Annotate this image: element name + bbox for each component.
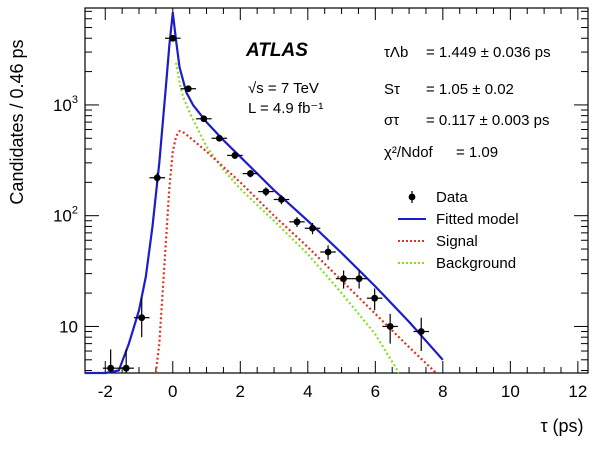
data-point: [371, 294, 379, 302]
data-point: [278, 196, 285, 203]
y-tick-label: 102: [53, 205, 78, 226]
fit-value-lifetime: = 1.449 ± 0.036 ps: [426, 44, 551, 61]
data-point: [262, 188, 270, 196]
x-axis-title: τ (ps): [540, 416, 583, 436]
data-point: [122, 364, 130, 372]
data-point: [215, 134, 223, 142]
energy-label: √s = 7 TeV: [248, 80, 319, 97]
tick-label-layer: -2 0 2 4 6 8 10 12 10 102 103: [53, 94, 587, 401]
fit-results: τΛb = 1.449 ± 0.036 ps Sτ = 1.05 ± 0.02 …: [384, 44, 551, 161]
y-tick-label: 103: [53, 94, 78, 115]
x-tick-label: -2: [98, 382, 113, 401]
data-point: [293, 218, 301, 226]
x-tick-label: 0: [168, 382, 177, 401]
data-point: [355, 275, 363, 283]
y-axis-title: Candidates / 0.46 ps: [7, 39, 27, 204]
data-point: [231, 152, 239, 159]
x-tick-label: 12: [568, 382, 587, 401]
data-point: [107, 364, 115, 372]
data-point: [184, 85, 192, 93]
fit-value-chi2: = 1.09: [456, 144, 498, 161]
experiment-label: ATLAS: [245, 40, 308, 61]
data-point: [309, 224, 316, 232]
y-tick-exponent: 2: [72, 205, 78, 217]
x-tick-label: 2: [236, 382, 245, 401]
x-tick-label: 10: [501, 382, 520, 401]
data-point: [169, 34, 177, 42]
signal-curve: [154, 130, 437, 374]
legend-label-fitted: Fitted model: [436, 211, 519, 228]
data-point: [324, 248, 332, 256]
plot-frame: [84, 7, 589, 374]
data-point: [153, 174, 161, 182]
legend-label-data: Data: [436, 189, 468, 206]
data-point: [200, 115, 208, 123]
data-point: [340, 275, 347, 283]
legend-label-signal: Signal: [436, 233, 478, 250]
fit-symbol-chi2: χ²/Ndof: [384, 144, 434, 161]
data-point-layer: [102, 34, 429, 373]
y-tick-exponent: 3: [72, 94, 78, 106]
luminosity-label: L = 4.9 fb⁻¹: [248, 100, 323, 117]
fit-symbol-resolution: στ: [384, 112, 399, 129]
data-point: [386, 323, 394, 330]
x-tick-label: 8: [438, 382, 447, 401]
legend: Data Fitted model Signal Background: [398, 189, 519, 272]
fit-symbol-scale: Sτ: [384, 81, 400, 98]
background-curve: [175, 62, 400, 374]
fit-symbol-lifetime: τΛb: [384, 44, 408, 61]
x-tick-label: 6: [371, 382, 380, 401]
y-tick-label: 10: [59, 317, 78, 336]
data-point: [138, 314, 146, 322]
legend-label-background: Background: [436, 255, 516, 272]
data-point: [247, 170, 254, 177]
data-point: [417, 328, 425, 335]
x-tick-label: 4: [303, 382, 312, 401]
fit-value-resolution: = 0.117 ± 0.003 ps: [426, 112, 549, 129]
fit-value-scale: = 1.05 ± 0.02: [426, 81, 514, 98]
